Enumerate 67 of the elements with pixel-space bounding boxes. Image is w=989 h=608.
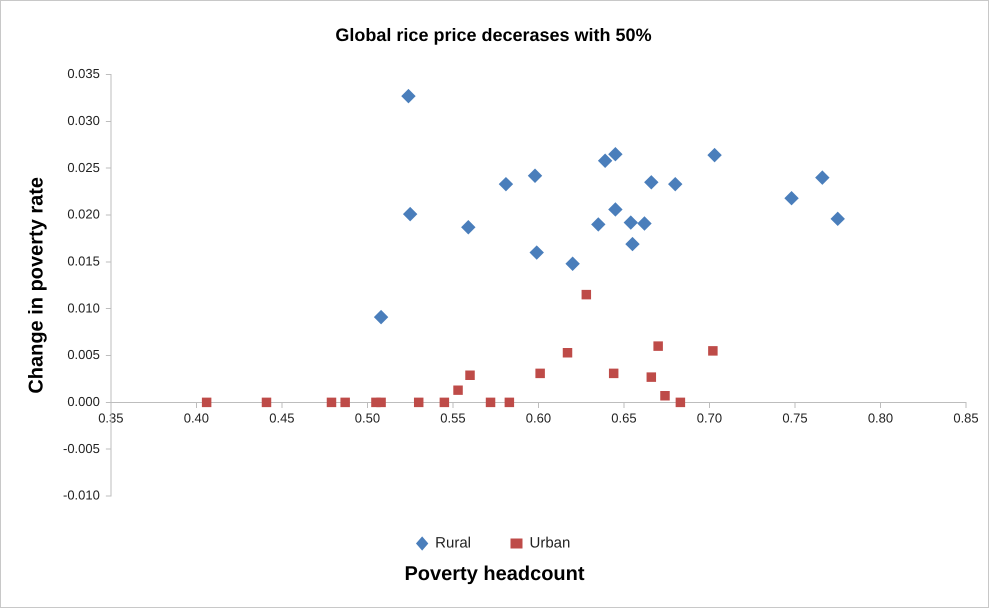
point xyxy=(374,310,388,324)
point xyxy=(414,398,424,408)
point xyxy=(608,202,622,216)
point xyxy=(676,398,686,408)
point xyxy=(562,348,572,358)
point xyxy=(440,398,450,408)
y-tick-label: 0.000 xyxy=(67,394,100,409)
chart-title: Global rice price decerases with 50% xyxy=(335,24,652,45)
point xyxy=(708,148,722,162)
point xyxy=(504,398,514,408)
point xyxy=(486,398,496,408)
x-axis-title: Poverty headcount xyxy=(403,563,586,586)
x-tick-label: 0.65 xyxy=(611,410,637,426)
point xyxy=(637,216,652,230)
point xyxy=(535,368,545,378)
point xyxy=(528,168,542,183)
point xyxy=(582,290,592,300)
point xyxy=(653,341,663,351)
point xyxy=(815,170,830,185)
x-tick-label: 0.40 xyxy=(184,410,210,426)
point xyxy=(340,398,350,408)
y-tick-label: 0.020 xyxy=(67,206,100,222)
point xyxy=(708,346,718,356)
point xyxy=(660,391,670,401)
y-tick-label: 0.035 xyxy=(67,66,100,82)
point xyxy=(498,177,513,192)
point xyxy=(625,237,640,252)
y-tick-label: 0.025 xyxy=(67,160,100,175)
x-tick-label: 0.35 xyxy=(98,410,124,426)
legend-label: Urban xyxy=(529,534,570,552)
point xyxy=(591,217,606,232)
x-tick-label: 0.60 xyxy=(526,410,552,426)
point xyxy=(465,370,475,380)
y-tick-label: -0.005 xyxy=(62,440,100,456)
point xyxy=(644,175,658,190)
x-tick-label: 0.75 xyxy=(782,410,808,426)
point xyxy=(668,177,682,192)
point xyxy=(784,191,799,206)
point xyxy=(202,398,212,408)
point xyxy=(608,147,622,162)
point xyxy=(326,398,336,408)
y-tick-label: 0.010 xyxy=(67,300,100,316)
y-tick-label: 0.005 xyxy=(67,347,100,362)
y-axis-title: Change in poverty rate xyxy=(26,176,48,394)
point xyxy=(461,220,476,234)
point xyxy=(646,372,656,382)
point xyxy=(598,154,612,168)
y-tick-label: 0.015 xyxy=(67,253,100,268)
point xyxy=(453,385,463,395)
point xyxy=(608,368,618,378)
legend-label: Rural xyxy=(435,534,472,552)
point xyxy=(830,212,845,226)
point xyxy=(530,246,544,260)
x-tick-label: 0.80 xyxy=(868,410,894,426)
x-tick-label: 0.70 xyxy=(696,410,722,426)
x-tick-label: 0.50 xyxy=(354,410,380,426)
y-tick-label: 0.030 xyxy=(67,113,100,128)
point xyxy=(566,256,580,271)
y-tick-label: -0.010 xyxy=(62,488,100,503)
x-tick-label: 0.45 xyxy=(269,410,295,426)
point xyxy=(262,398,272,408)
point xyxy=(624,216,638,230)
point xyxy=(403,207,418,222)
point xyxy=(376,398,386,408)
x-tick-label: 0.85 xyxy=(953,410,979,426)
x-tick-label: 0.55 xyxy=(440,410,466,426)
point xyxy=(401,89,416,104)
